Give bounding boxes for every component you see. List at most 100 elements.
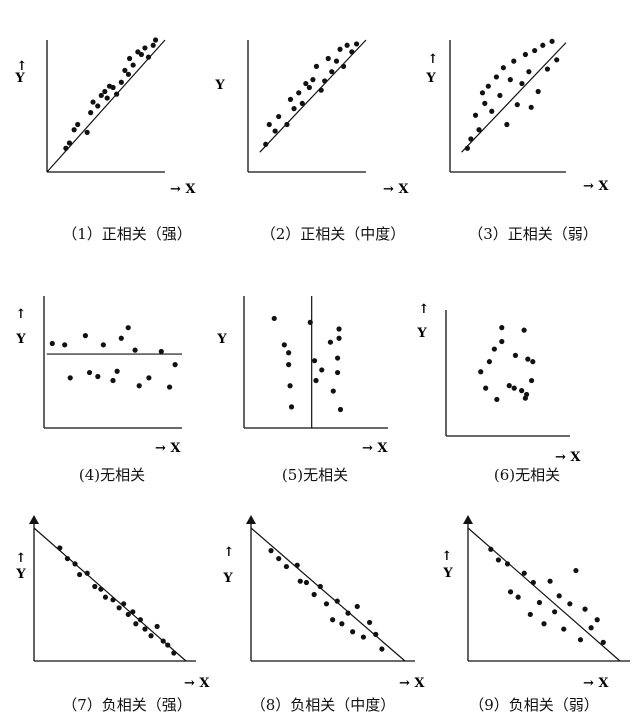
trend-line [461, 42, 567, 153]
data-point [485, 83, 491, 89]
data-point [125, 611, 131, 618]
data-point [132, 347, 138, 353]
data-point [135, 49, 141, 55]
data-point [521, 327, 527, 333]
data-point [84, 129, 90, 135]
data-point [291, 106, 297, 112]
panel-caption-7: （7）负相关（强） [62, 696, 192, 714]
data-point [494, 396, 500, 403]
panel-caption-5: (5)无相关 [281, 466, 349, 484]
data-point [335, 369, 341, 376]
x-axis-label: → X [155, 441, 181, 456]
data-point [330, 617, 336, 623]
data-point [49, 340, 55, 347]
y-axis-label: Y [416, 326, 427, 341]
data-point [373, 631, 379, 638]
panel-caption-9: （9）负相关（弱） [469, 696, 599, 714]
data-point [146, 375, 152, 381]
y-axis-label: Y [214, 78, 225, 93]
data-point [75, 121, 81, 128]
data-point [506, 383, 512, 389]
data-point [276, 555, 282, 562]
data-point [318, 87, 324, 93]
data-point [166, 384, 173, 390]
data-point [556, 593, 562, 599]
data-point [125, 71, 132, 77]
data-point [268, 548, 274, 554]
data-point [88, 110, 94, 116]
data-point [532, 47, 538, 54]
scatter-panel-6: → X ↑ Y [416, 302, 581, 465]
data-point [526, 69, 532, 75]
data-point [491, 346, 497, 352]
data-point [525, 356, 531, 362]
data-point [507, 77, 513, 83]
y-arrow-glyph: ↑ [16, 551, 27, 566]
data-point [486, 359, 492, 365]
data-point [327, 339, 333, 345]
data-point [136, 383, 142, 389]
scatter-panel-5: → X Y [216, 296, 388, 456]
data-point [482, 100, 488, 106]
data-point [294, 562, 300, 568]
data-point [535, 88, 541, 95]
x-axis-label: → X [184, 676, 210, 691]
data-point [514, 102, 520, 108]
data-point [114, 368, 120, 374]
data-point [104, 95, 110, 101]
panel-caption-2: （2）正相关（中度） [260, 225, 406, 243]
data-point [527, 611, 533, 618]
data-point [366, 619, 373, 626]
data-point [307, 319, 313, 325]
data-point [299, 100, 305, 106]
data-point [350, 629, 356, 635]
data-point [528, 377, 535, 384]
data-point [98, 92, 104, 99]
data-point [541, 621, 547, 627]
x-axis-label: → X [555, 450, 581, 465]
data-point [311, 358, 318, 364]
y-axis-arrowhead [29, 515, 39, 524]
data-point [360, 634, 367, 640]
data-point [77, 571, 83, 578]
data-point [137, 617, 143, 623]
data-point [142, 45, 148, 51]
data-point [336, 335, 342, 341]
data-point [499, 325, 505, 331]
data-point [303, 579, 310, 586]
data-point [145, 54, 152, 60]
panel-caption-1: （1）正相关（强） [62, 225, 192, 243]
data-point [500, 65, 506, 71]
data-point [472, 112, 479, 118]
y-arrow-glyph: ↑ [428, 52, 439, 67]
data-point [561, 626, 567, 632]
data-point [67, 375, 73, 381]
data-point [554, 57, 560, 63]
data-point [110, 597, 116, 603]
data-point [317, 583, 323, 590]
y-arrow-glyph: ↑ [16, 307, 27, 322]
data-point [344, 42, 350, 48]
data-point [340, 63, 347, 69]
y-axis-label: Y [15, 567, 26, 582]
x-axis-label: → X [583, 676, 609, 691]
data-point [92, 583, 98, 590]
data-point [336, 326, 342, 332]
data-point [64, 555, 71, 562]
data-point [276, 113, 282, 120]
data-point [306, 84, 312, 91]
data-point [98, 586, 104, 592]
data-point [122, 67, 128, 73]
data-point [86, 369, 93, 376]
data-point [62, 342, 68, 348]
data-point [511, 58, 517, 64]
trend-line [250, 527, 406, 662]
y-arrow-glyph: ↑ [224, 545, 235, 560]
y-axis-label: Y [14, 71, 25, 86]
data-point [148, 633, 154, 639]
data-point [522, 395, 528, 401]
data-point [528, 104, 534, 110]
data-point [72, 561, 78, 567]
data-point [100, 342, 106, 348]
data-point [489, 108, 495, 114]
